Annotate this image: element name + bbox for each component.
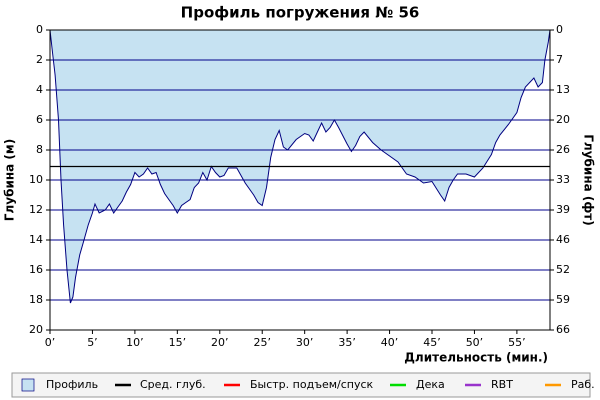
x-tick-label: 15’ bbox=[169, 336, 187, 349]
chart-title: Профиль погружения № 56 bbox=[181, 4, 420, 22]
x-tick-label: 0’ bbox=[45, 336, 56, 349]
y-tick-label: 6 bbox=[36, 113, 43, 126]
x-tick-label: 35’ bbox=[338, 336, 356, 349]
x-tick-label: 5’ bbox=[87, 336, 98, 349]
x-tick-label: 20’ bbox=[211, 336, 229, 349]
y2-tick-label: 33 bbox=[556, 173, 570, 186]
y-axis-title: Глубина (м) bbox=[3, 139, 17, 221]
y2-tick-label: 7 bbox=[556, 53, 563, 66]
y-tick-label: 12 bbox=[29, 203, 43, 216]
x-tick-label: 25’ bbox=[253, 336, 271, 349]
y2-tick-label: 26 bbox=[556, 143, 570, 156]
y-tick-label: 2 bbox=[36, 53, 43, 66]
legend-label: Профиль bbox=[46, 378, 98, 391]
x-tick-label: 45’ bbox=[423, 336, 441, 349]
legend-label: Дека bbox=[416, 378, 445, 391]
x-tick-label: 10’ bbox=[126, 336, 144, 349]
y-tick-label: 16 bbox=[29, 263, 43, 276]
y-tick-label: 0 bbox=[36, 23, 43, 36]
x-tick-label: 50’ bbox=[466, 336, 484, 349]
x-tick-label: 30’ bbox=[296, 336, 314, 349]
y2-tick-label: 0 bbox=[556, 23, 563, 36]
y-tick-label: 20 bbox=[29, 323, 43, 336]
y2-tick-label: 20 bbox=[556, 113, 570, 126]
y2-tick-label: 13 bbox=[556, 83, 570, 96]
y-tick-label: 14 bbox=[29, 233, 43, 246]
x-tick-label: 40’ bbox=[381, 336, 399, 349]
y2-tick-label: 59 bbox=[556, 293, 570, 306]
y-tick-label: 18 bbox=[29, 293, 43, 306]
profile-area bbox=[50, 30, 550, 303]
legend-label: Сред. глуб. bbox=[140, 378, 206, 391]
y2-tick-label: 46 bbox=[556, 233, 570, 246]
y-tick-label: 4 bbox=[36, 83, 43, 96]
plot-frame bbox=[49, 29, 551, 331]
y2-tick-label: 66 bbox=[556, 323, 570, 336]
x-tick-label: 55’ bbox=[508, 336, 526, 349]
y-tick-label: 8 bbox=[36, 143, 43, 156]
legend-label: RBT bbox=[491, 378, 513, 391]
legend-label: Раб. bbox=[571, 378, 595, 391]
profile-line bbox=[49, 29, 551, 304]
y2-tick-label: 52 bbox=[556, 263, 570, 276]
legend-label: Быстр. подъем/спуск bbox=[250, 378, 374, 391]
legend-box bbox=[11, 372, 591, 398]
y-tick-label: 10 bbox=[29, 173, 43, 186]
legend-swatch bbox=[21, 378, 35, 392]
y2-axis-title: Глубина (фт) bbox=[582, 134, 596, 225]
x-axis-title: Длительность (мин.) bbox=[404, 351, 548, 365]
y2-tick-label: 39 bbox=[556, 203, 570, 216]
